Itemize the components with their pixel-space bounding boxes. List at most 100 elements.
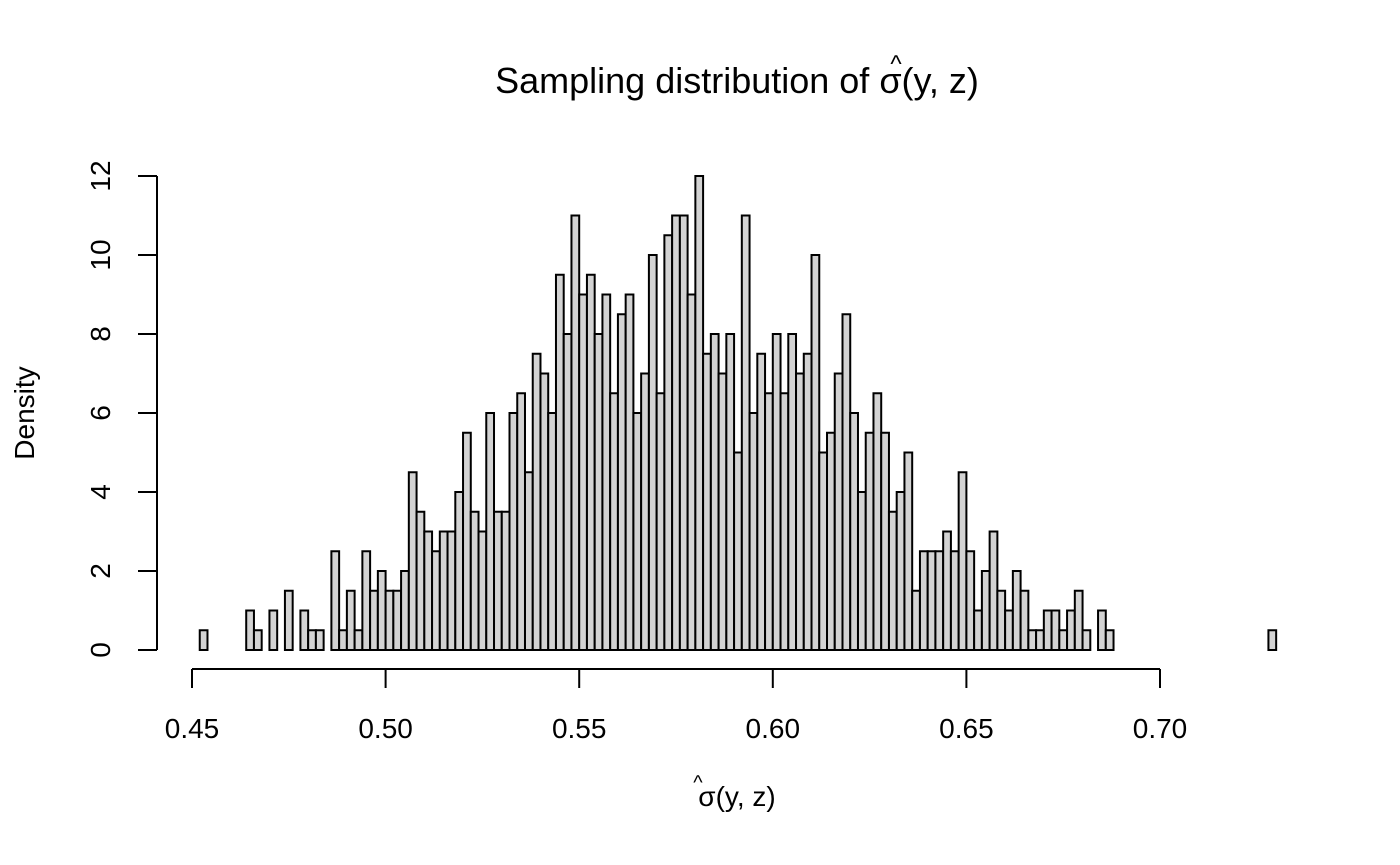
histogram-bar: [330, 550, 341, 651]
histogram-bar: [345, 589, 356, 651]
histogram-bar: [508, 412, 519, 651]
histogram-bar: [709, 333, 720, 651]
histogram-bar: [1066, 609, 1076, 651]
x-tick-label: 0.45: [165, 713, 220, 744]
histogram-bar: [601, 293, 612, 651]
histogram-bar: [376, 570, 387, 651]
histogram-bar: [748, 412, 759, 651]
y-axis-label: Density: [9, 366, 40, 459]
histogram-bar: [918, 550, 929, 651]
y-axis: 0 2 4 6 8 10 12: [85, 160, 158, 658]
histogram-bar: [1267, 629, 1278, 651]
histogram-bar: [779, 392, 790, 651]
x-axis: 0.45 0.50 0.55 0.60 0.65 0.70: [165, 668, 1187, 744]
chart-title: Sampling distribution of σ(y, z) ^: [495, 51, 979, 101]
histogram-bar: [632, 412, 643, 651]
chart-title-prefix: Sampling distribution of: [495, 60, 879, 101]
histogram-bar: [531, 352, 542, 651]
chart-title-close-paren: ): [967, 60, 979, 101]
histogram-bar: [1027, 629, 1038, 651]
x-tick-label: 0.65: [939, 713, 994, 744]
histogram-bar: [400, 570, 410, 651]
histogram-bar: [609, 392, 619, 651]
histogram-bar: [849, 412, 859, 651]
histogram-bar: [957, 471, 968, 651]
chart-title-open-paren: (: [902, 60, 914, 101]
histogram-bar: [694, 175, 705, 651]
histogram-bar: [198, 629, 209, 651]
histogram-bar: [392, 589, 403, 651]
histogram-bar: [949, 550, 960, 651]
histogram-bar: [307, 629, 317, 651]
histogram-bar: [864, 431, 875, 651]
histogram-bar: [702, 352, 712, 651]
histogram-bar: [1081, 629, 1092, 651]
histogram-bar: [942, 530, 952, 651]
histogram-bar: [1011, 570, 1022, 651]
x-axis-label-hat: ^: [693, 772, 703, 794]
histogram-bar: [787, 333, 798, 651]
histogram-bar: [585, 273, 596, 651]
histogram-bar: [469, 510, 480, 651]
histogram-bar: [988, 530, 999, 651]
histogram-bar: [353, 629, 364, 651]
y-tick-label: 8: [85, 326, 116, 342]
histogram-bar: [810, 254, 821, 651]
histogram-bar: [717, 372, 728, 651]
histogram-bar: [764, 392, 774, 651]
histogram-bar: [493, 510, 503, 651]
histogram-bar: [996, 589, 1007, 651]
histogram-bar: [640, 372, 650, 651]
histogram-bar: [841, 313, 852, 651]
y-tick-label: 0: [85, 642, 116, 658]
histogram-bar: [671, 214, 681, 651]
histogram-bar: [856, 491, 867, 651]
histogram-bar: [438, 530, 449, 651]
histogram-bar: [655, 392, 666, 651]
chart-title-hat: ^: [890, 51, 902, 78]
histogram-bar: [826, 431, 836, 651]
histogram-bar: [771, 333, 782, 651]
histogram-bar: [562, 333, 573, 651]
histogram-bar: [570, 214, 581, 651]
histogram-bar: [454, 491, 465, 651]
histogram-bar: [1104, 629, 1115, 651]
histogram-bar: [1097, 609, 1107, 651]
histogram-bar: [299, 609, 310, 651]
histogram-bar: [593, 333, 604, 651]
histogram-bar: [725, 333, 736, 651]
histogram-bar: [895, 491, 906, 651]
histogram-bar: [485, 412, 496, 651]
histogram-bar: [1058, 629, 1069, 651]
histogram-bar: [872, 392, 883, 651]
histogram-bar: [733, 451, 743, 651]
histogram-bar: [686, 293, 697, 651]
x-tick-label: 0.55: [552, 713, 607, 744]
histogram-bar: [833, 372, 844, 651]
histogram-bar: [926, 550, 937, 651]
histogram-bar: [554, 273, 565, 651]
x-axis-label-close-paren: ): [766, 781, 775, 812]
x-axis-label-open-paren: (: [716, 781, 726, 812]
svg-text:Sampling distribution of σ(y,: Sampling distribution of σ(y, z): [495, 60, 979, 101]
histogram-bar: [802, 352, 813, 651]
histogram-bar: [1042, 609, 1053, 651]
histogram-bar: [407, 471, 418, 651]
histogram-bar: [1004, 609, 1014, 651]
histogram-bar: [795, 372, 805, 651]
svg-text:σ(y, z): σ(y, z): [698, 781, 775, 812]
histogram-bar: [1073, 589, 1084, 651]
histogram-bar: [1050, 609, 1061, 651]
histogram-bar: [516, 392, 526, 651]
histogram-bar: [647, 254, 658, 651]
x-axis-label: σ(y, z) ^: [693, 772, 775, 812]
histogram-bar: [384, 589, 395, 651]
histogram-bar: [578, 293, 588, 651]
histogram-bar: [462, 431, 472, 651]
histogram-bar: [431, 550, 441, 651]
x-axis-label-args: y, z: [725, 781, 766, 812]
histogram-bar: [314, 629, 325, 651]
histogram-bar: [1019, 589, 1030, 651]
histogram-bar: [740, 214, 751, 651]
x-axis-label-symbol: σ: [698, 781, 715, 812]
